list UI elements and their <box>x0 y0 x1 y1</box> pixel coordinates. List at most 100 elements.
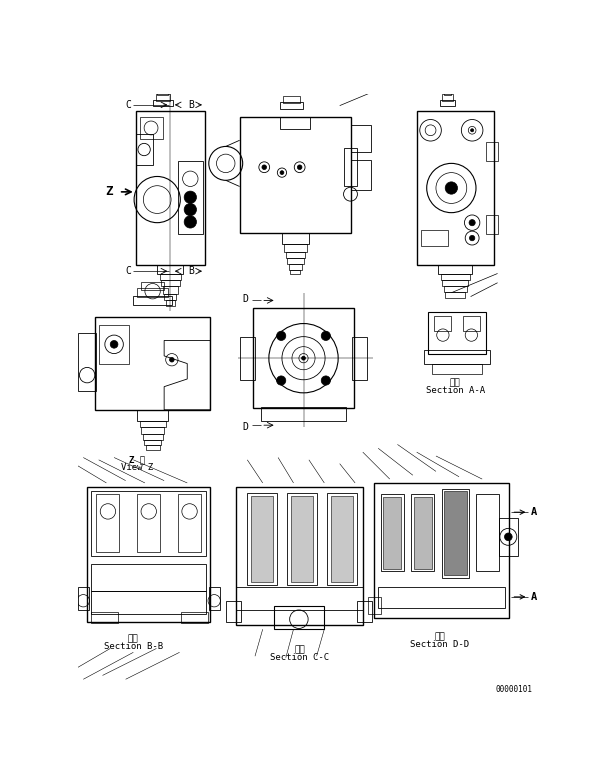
Bar <box>240 337 255 379</box>
Bar <box>375 483 509 618</box>
Bar <box>280 117 310 129</box>
Bar <box>280 102 302 110</box>
Circle shape <box>169 358 174 362</box>
Text: Section D-D: Section D-D <box>410 640 469 649</box>
Bar <box>441 274 470 281</box>
Bar <box>283 96 299 103</box>
Bar <box>133 296 172 305</box>
Bar <box>91 564 207 590</box>
Bar <box>137 410 168 420</box>
Text: A: A <box>530 592 537 602</box>
Bar <box>141 282 164 289</box>
Bar <box>486 142 497 161</box>
Bar <box>91 491 207 556</box>
Bar <box>91 612 118 623</box>
Bar <box>357 601 372 622</box>
Bar <box>444 492 467 575</box>
Bar <box>411 495 434 572</box>
Circle shape <box>298 165 302 169</box>
Bar <box>139 117 163 139</box>
Circle shape <box>470 129 474 132</box>
Bar <box>286 252 305 258</box>
Bar <box>438 265 472 274</box>
Bar <box>144 440 161 445</box>
Bar <box>236 487 363 626</box>
Bar <box>442 489 469 578</box>
Bar <box>137 289 168 297</box>
Circle shape <box>277 332 286 340</box>
Bar <box>440 100 455 107</box>
Text: D: D <box>243 423 249 433</box>
Bar <box>499 517 518 556</box>
Bar <box>141 427 164 434</box>
Bar <box>486 215 497 234</box>
Bar <box>289 264 302 270</box>
Bar <box>99 325 130 364</box>
Bar <box>331 496 353 583</box>
Bar <box>145 445 159 450</box>
Bar <box>434 316 452 332</box>
Text: B: B <box>188 100 194 110</box>
Bar <box>343 148 357 187</box>
Bar <box>164 293 177 299</box>
Bar <box>178 161 203 234</box>
Circle shape <box>505 533 512 541</box>
Bar <box>445 292 465 298</box>
Bar <box>287 493 316 586</box>
Bar <box>178 495 201 552</box>
Bar <box>137 495 160 552</box>
Bar <box>157 89 168 95</box>
Text: 断面: 断面 <box>434 633 445 641</box>
Bar <box>351 159 370 191</box>
Bar <box>78 587 89 610</box>
Bar <box>159 274 181 281</box>
Text: View Z: View Z <box>121 463 153 472</box>
Text: 断面: 断面 <box>450 379 461 387</box>
Text: B: B <box>188 267 194 276</box>
Circle shape <box>469 220 475 226</box>
Bar <box>274 606 324 630</box>
Bar <box>247 493 277 586</box>
Bar <box>287 258 304 264</box>
Text: Section C-C: Section C-C <box>270 653 329 662</box>
Circle shape <box>321 332 331 340</box>
Bar <box>368 597 381 614</box>
Bar <box>97 495 120 552</box>
Bar <box>91 590 207 614</box>
Circle shape <box>184 203 197 216</box>
Bar <box>240 117 351 233</box>
Bar <box>157 265 183 274</box>
Circle shape <box>302 356 306 360</box>
Circle shape <box>280 171 284 175</box>
Bar <box>95 318 210 410</box>
Bar <box>282 233 309 245</box>
Circle shape <box>321 376 331 385</box>
Text: D: D <box>243 294 249 304</box>
Text: 断面: 断面 <box>128 635 139 644</box>
Circle shape <box>469 235 475 241</box>
Bar <box>327 493 357 586</box>
Bar <box>290 270 301 274</box>
Text: C: C <box>125 100 131 110</box>
Bar <box>166 299 175 306</box>
Circle shape <box>184 191 197 203</box>
Text: A: A <box>530 507 537 517</box>
Circle shape <box>262 165 266 169</box>
Bar <box>156 94 169 101</box>
Bar <box>225 601 241 622</box>
Bar <box>444 286 467 292</box>
Text: C: C <box>125 267 131 276</box>
Bar <box>463 316 480 332</box>
Bar <box>442 94 453 101</box>
Circle shape <box>277 376 286 385</box>
Bar <box>236 587 363 610</box>
Text: 断面: 断面 <box>295 645 305 655</box>
Bar <box>383 497 401 569</box>
Bar <box>417 111 494 265</box>
Text: 00000101: 00000101 <box>495 684 532 694</box>
Bar <box>87 487 210 622</box>
Bar <box>261 407 346 420</box>
Bar <box>378 587 505 608</box>
Bar <box>442 281 468 286</box>
Bar <box>251 496 273 583</box>
